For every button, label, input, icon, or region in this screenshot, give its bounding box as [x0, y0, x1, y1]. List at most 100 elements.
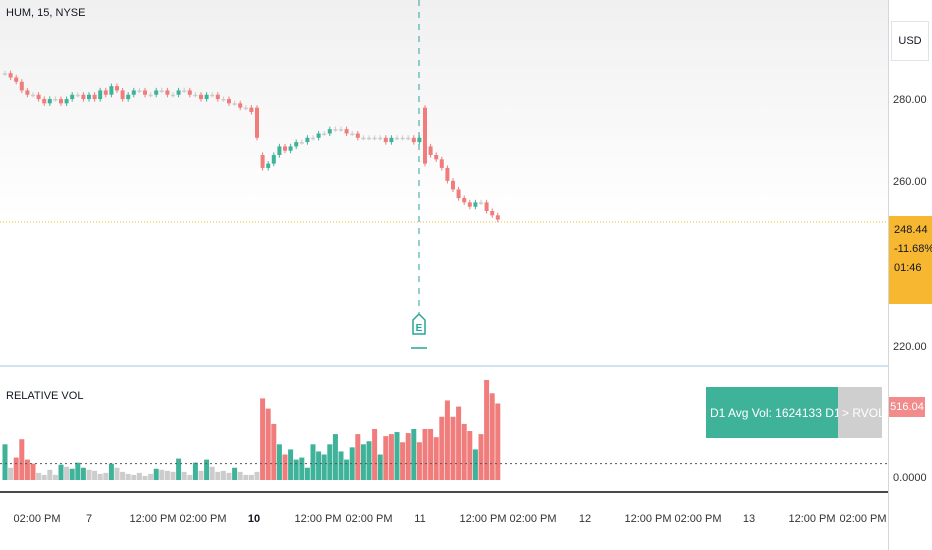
volume-bar	[19, 439, 25, 480]
candle	[378, 137, 383, 140]
volume-bar	[86, 469, 92, 480]
candle	[137, 90, 142, 92]
candle	[59, 99, 63, 104]
rvol-info-side: > RVOL: ✓	[838, 387, 882, 438]
candle	[288, 146, 293, 151]
indicator-title[interactable]: RELATIVE VOL	[6, 390, 84, 402]
candle	[417, 137, 422, 143]
volume-bar	[114, 467, 120, 480]
candle	[389, 137, 394, 143]
candle	[456, 189, 461, 199]
volume-bar	[472, 449, 478, 480]
volume-bar	[265, 408, 271, 480]
candle	[367, 137, 371, 140]
candle	[204, 94, 209, 100]
time-tick-label: 02:00 PM	[345, 513, 393, 525]
volume-bar	[136, 472, 142, 480]
candle	[350, 133, 355, 135]
time-tick-label: 02:00 PM	[179, 513, 227, 525]
candle	[249, 107, 254, 112]
volume-bar	[355, 434, 361, 480]
candle	[484, 202, 489, 211]
volume-bar	[411, 429, 417, 480]
volume-bar	[142, 475, 148, 480]
candle	[467, 202, 472, 207]
volume-bar	[478, 434, 484, 480]
candle	[299, 142, 304, 144]
price-pane[interactable]	[0, 0, 888, 366]
volume-bar	[484, 380, 490, 480]
volume-bar	[366, 441, 372, 480]
candle	[322, 133, 327, 135]
candle	[53, 99, 58, 101]
volume-bar	[108, 463, 114, 480]
volume-bar	[276, 444, 282, 480]
candle	[98, 90, 103, 100]
volume-bar	[428, 429, 434, 480]
candle	[283, 146, 287, 151]
volume-bar	[80, 467, 86, 480]
candle	[490, 210, 495, 216]
volume-bar	[444, 400, 450, 480]
volume-bar	[198, 470, 204, 480]
candle	[70, 94, 75, 100]
volume-bar	[103, 472, 109, 480]
volume-bar	[237, 471, 243, 480]
volume-bar	[489, 393, 495, 480]
volume-bar	[383, 436, 389, 480]
candle	[103, 90, 108, 95]
candle	[406, 137, 411, 140]
volume-bar	[344, 459, 350, 480]
candle	[210, 94, 215, 97]
candle	[42, 99, 47, 104]
candle	[154, 90, 159, 95]
currency-button[interactable]: USD	[891, 21, 929, 61]
candle	[255, 107, 259, 138]
candle	[495, 215, 500, 220]
candle	[131, 90, 136, 95]
volume-bar	[282, 454, 288, 480]
earnings-marker-label: E	[416, 323, 423, 334]
volume-bar	[164, 470, 170, 480]
volume-bar	[377, 454, 383, 480]
volume-bar	[310, 444, 316, 480]
candle	[439, 159, 444, 168]
candle	[266, 163, 271, 168]
earnings-badge	[412, 312, 426, 335]
candle	[232, 103, 237, 105]
candle	[411, 137, 416, 143]
volume-bar	[209, 466, 215, 480]
candle	[92, 94, 97, 100]
candle	[423, 107, 427, 164]
volume-bar	[450, 416, 456, 480]
candle	[126, 94, 131, 100]
time-tick-label: 12:00 PM	[788, 513, 836, 525]
pane-separator[interactable]	[0, 365, 888, 367]
candle	[171, 94, 175, 97]
time-tick-label: 02:00 PM	[509, 513, 557, 525]
candle	[19, 81, 24, 91]
volume-bar	[120, 471, 126, 480]
volume-bar	[433, 437, 439, 480]
time-tick-label: 11	[414, 513, 426, 525]
time-tick-label: 7	[85, 513, 93, 525]
volume-bar	[321, 454, 327, 480]
candle	[120, 90, 125, 100]
ticker-label[interactable]: HUM, 15, NYSE	[6, 7, 86, 19]
time-tick-label: 12:00 PM	[294, 513, 342, 525]
volume-bar	[461, 423, 467, 480]
candle	[428, 146, 433, 156]
candle	[159, 90, 164, 92]
candle	[339, 129, 343, 131]
volume-bar	[293, 459, 299, 480]
volume-bar	[248, 474, 254, 480]
volume-bar	[2, 444, 8, 480]
candle	[115, 86, 119, 91]
volume-bar	[170, 471, 176, 480]
volume-bar	[271, 423, 277, 480]
chart-canvas[interactable]: E	[0, 0, 888, 550]
rvol-info-main: D1 Avg Vol: 1624133 D1 ATR: 11	[706, 387, 838, 438]
volume-bar	[187, 474, 193, 480]
candle	[400, 137, 405, 140]
candle	[311, 137, 315, 140]
